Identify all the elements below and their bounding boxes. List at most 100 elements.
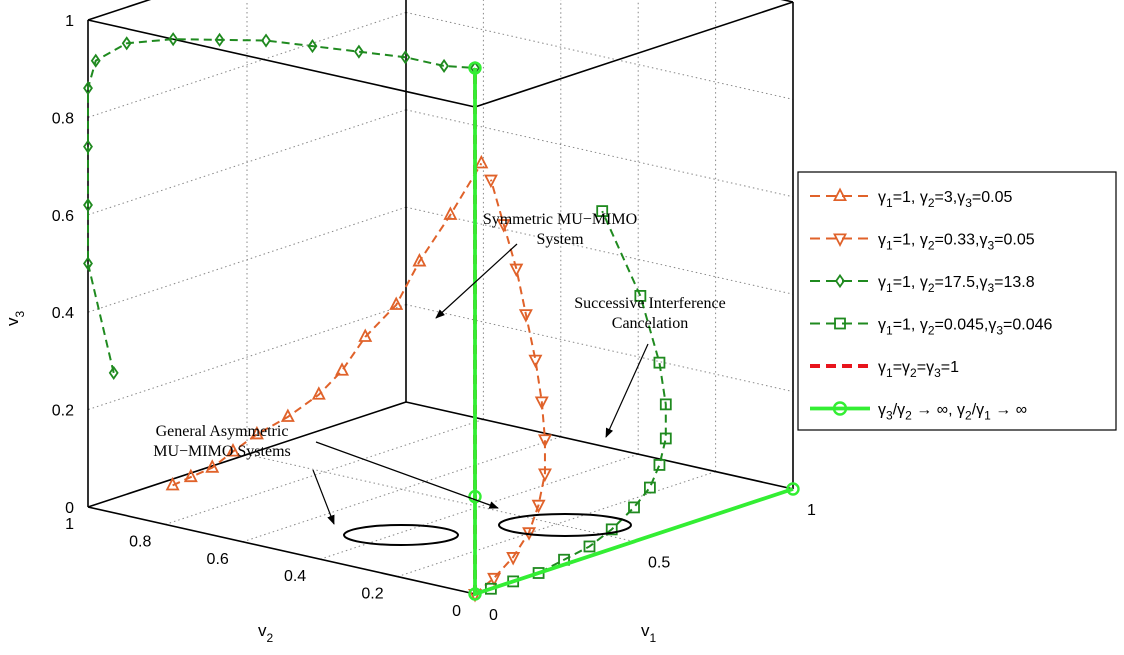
legend-label-part: =0.046	[1003, 317, 1052, 334]
legend-label-part: γ	[976, 402, 984, 419]
x-tick-label: 0.5	[648, 555, 670, 572]
y-tick-label: 0.8	[129, 533, 151, 550]
legend-label-part: /	[972, 402, 977, 419]
series-2	[468, 174, 552, 603]
data-point	[468, 489, 482, 504]
annotation-line: General Asymmetric	[156, 423, 289, 440]
legend-label-part: =1	[941, 359, 959, 376]
data-point	[307, 39, 318, 54]
data-point	[83, 81, 93, 96]
legend-label-part: /	[893, 402, 898, 419]
box-edge	[87, 0, 152, 21]
legend-label-part: 3	[934, 366, 941, 380]
series-line	[87, 38, 476, 374]
x-tick-label: 1	[807, 502, 816, 519]
legend-label-part: γ	[878, 402, 886, 419]
legend-label-part: γ	[920, 232, 928, 249]
data-point	[121, 36, 132, 51]
legend-label-part: γ	[878, 189, 886, 206]
grid-line	[320, 453, 639, 560]
data-point	[833, 233, 847, 247]
data-point	[528, 354, 543, 369]
legend-label: γ1=1, γ2=0.33,γ3=0.05	[878, 232, 1035, 253]
legend-entry-3: γ1=1, γ2=17.5,γ3=13.8	[810, 273, 1035, 295]
series-6	[468, 61, 800, 601]
data-point	[506, 552, 521, 566]
annotation-line: Symmetric MU−MIMO	[483, 211, 637, 228]
data-point	[358, 328, 373, 342]
legend-label-part: γ	[920, 189, 928, 206]
box-edge	[780, 0, 794, 3]
grid-line	[405, 206, 794, 295]
data-point	[311, 386, 326, 400]
data-point	[226, 443, 240, 457]
box-edge	[87, 19, 476, 108]
series-1	[165, 154, 489, 491]
legend-label: γ1=1, γ2=3,γ3=0.05	[878, 189, 1012, 210]
data-point	[833, 187, 847, 202]
data-point	[531, 499, 546, 514]
annotation-line: Successive Interference	[574, 295, 725, 312]
legend-label: γ1=γ2=γ3=1	[878, 359, 959, 380]
legend-label-part: 2	[928, 281, 935, 295]
legend-label-part: γ	[902, 359, 910, 376]
grid-line	[87, 109, 407, 216]
z-axis-label: v3	[3, 311, 27, 327]
data-point	[83, 197, 93, 213]
legend-label-part: 1	[886, 324, 893, 338]
data-point	[653, 356, 666, 369]
data-point	[834, 317, 846, 330]
series-line	[172, 162, 483, 487]
data-point	[249, 425, 264, 440]
data-point	[659, 432, 672, 445]
grid-line	[405, 304, 794, 393]
legend-label: γ1=1, γ2=0.045,γ3=0.046	[878, 317, 1053, 338]
data-point	[412, 252, 427, 267]
legend-label-part: γ	[988, 317, 996, 334]
data-point	[628, 501, 640, 514]
data-point	[483, 174, 498, 189]
annotation-line: System	[536, 231, 584, 248]
x-axis-label: v1	[641, 621, 657, 645]
data-point	[537, 434, 552, 448]
data-point	[605, 523, 618, 536]
data-point	[537, 468, 552, 482]
legend-label-part: =0.045,	[935, 317, 989, 334]
legend-label-part: =1,	[893, 274, 920, 291]
grid-line	[87, 11, 407, 118]
data-point	[168, 32, 179, 47]
data-point	[335, 362, 350, 376]
data-point	[634, 289, 647, 302]
data-point	[835, 273, 845, 289]
legend-label-part: 1	[886, 196, 893, 210]
arrow-sic	[605, 343, 649, 438]
legend-label-part: 2	[905, 409, 912, 423]
axis-label-main: v	[3, 317, 22, 326]
z-tick-label: 0.8	[52, 110, 74, 127]
data-point	[468, 61, 482, 75]
legend-label-part: =0.33,	[935, 232, 980, 249]
data-point	[583, 540, 596, 553]
data-point	[443, 206, 458, 220]
data-point	[653, 459, 666, 471]
series-layer	[83, 32, 800, 603]
z-tick-label: 0.6	[52, 208, 74, 225]
data-point	[83, 256, 93, 271]
grid-line	[165, 418, 484, 525]
box-edge	[87, 401, 407, 508]
legend-label-part: γ	[979, 274, 987, 291]
axis-label-main: v	[641, 621, 650, 640]
legend-label-part: γ	[878, 317, 886, 334]
arrow-symmetric	[435, 243, 518, 319]
series-line	[474, 179, 546, 595]
axis-label-sub: 2	[267, 631, 274, 645]
legend-label: γ1=1, γ2=17.5,γ3=13.8	[878, 274, 1035, 295]
grid-line	[246, 454, 635, 542]
grid-line	[242, 436, 561, 543]
annotations-layer: Symmetric MU−MIMO System Successive Interf…	[153, 211, 726, 546]
y-tick-label: 0.4	[284, 568, 306, 585]
z-tick-label: 0.4	[52, 305, 74, 322]
data-point	[280, 408, 295, 422]
annotation-symmetric: Symmetric MU−MIMO System	[483, 211, 637, 248]
legend-box	[797, 171, 1117, 431]
